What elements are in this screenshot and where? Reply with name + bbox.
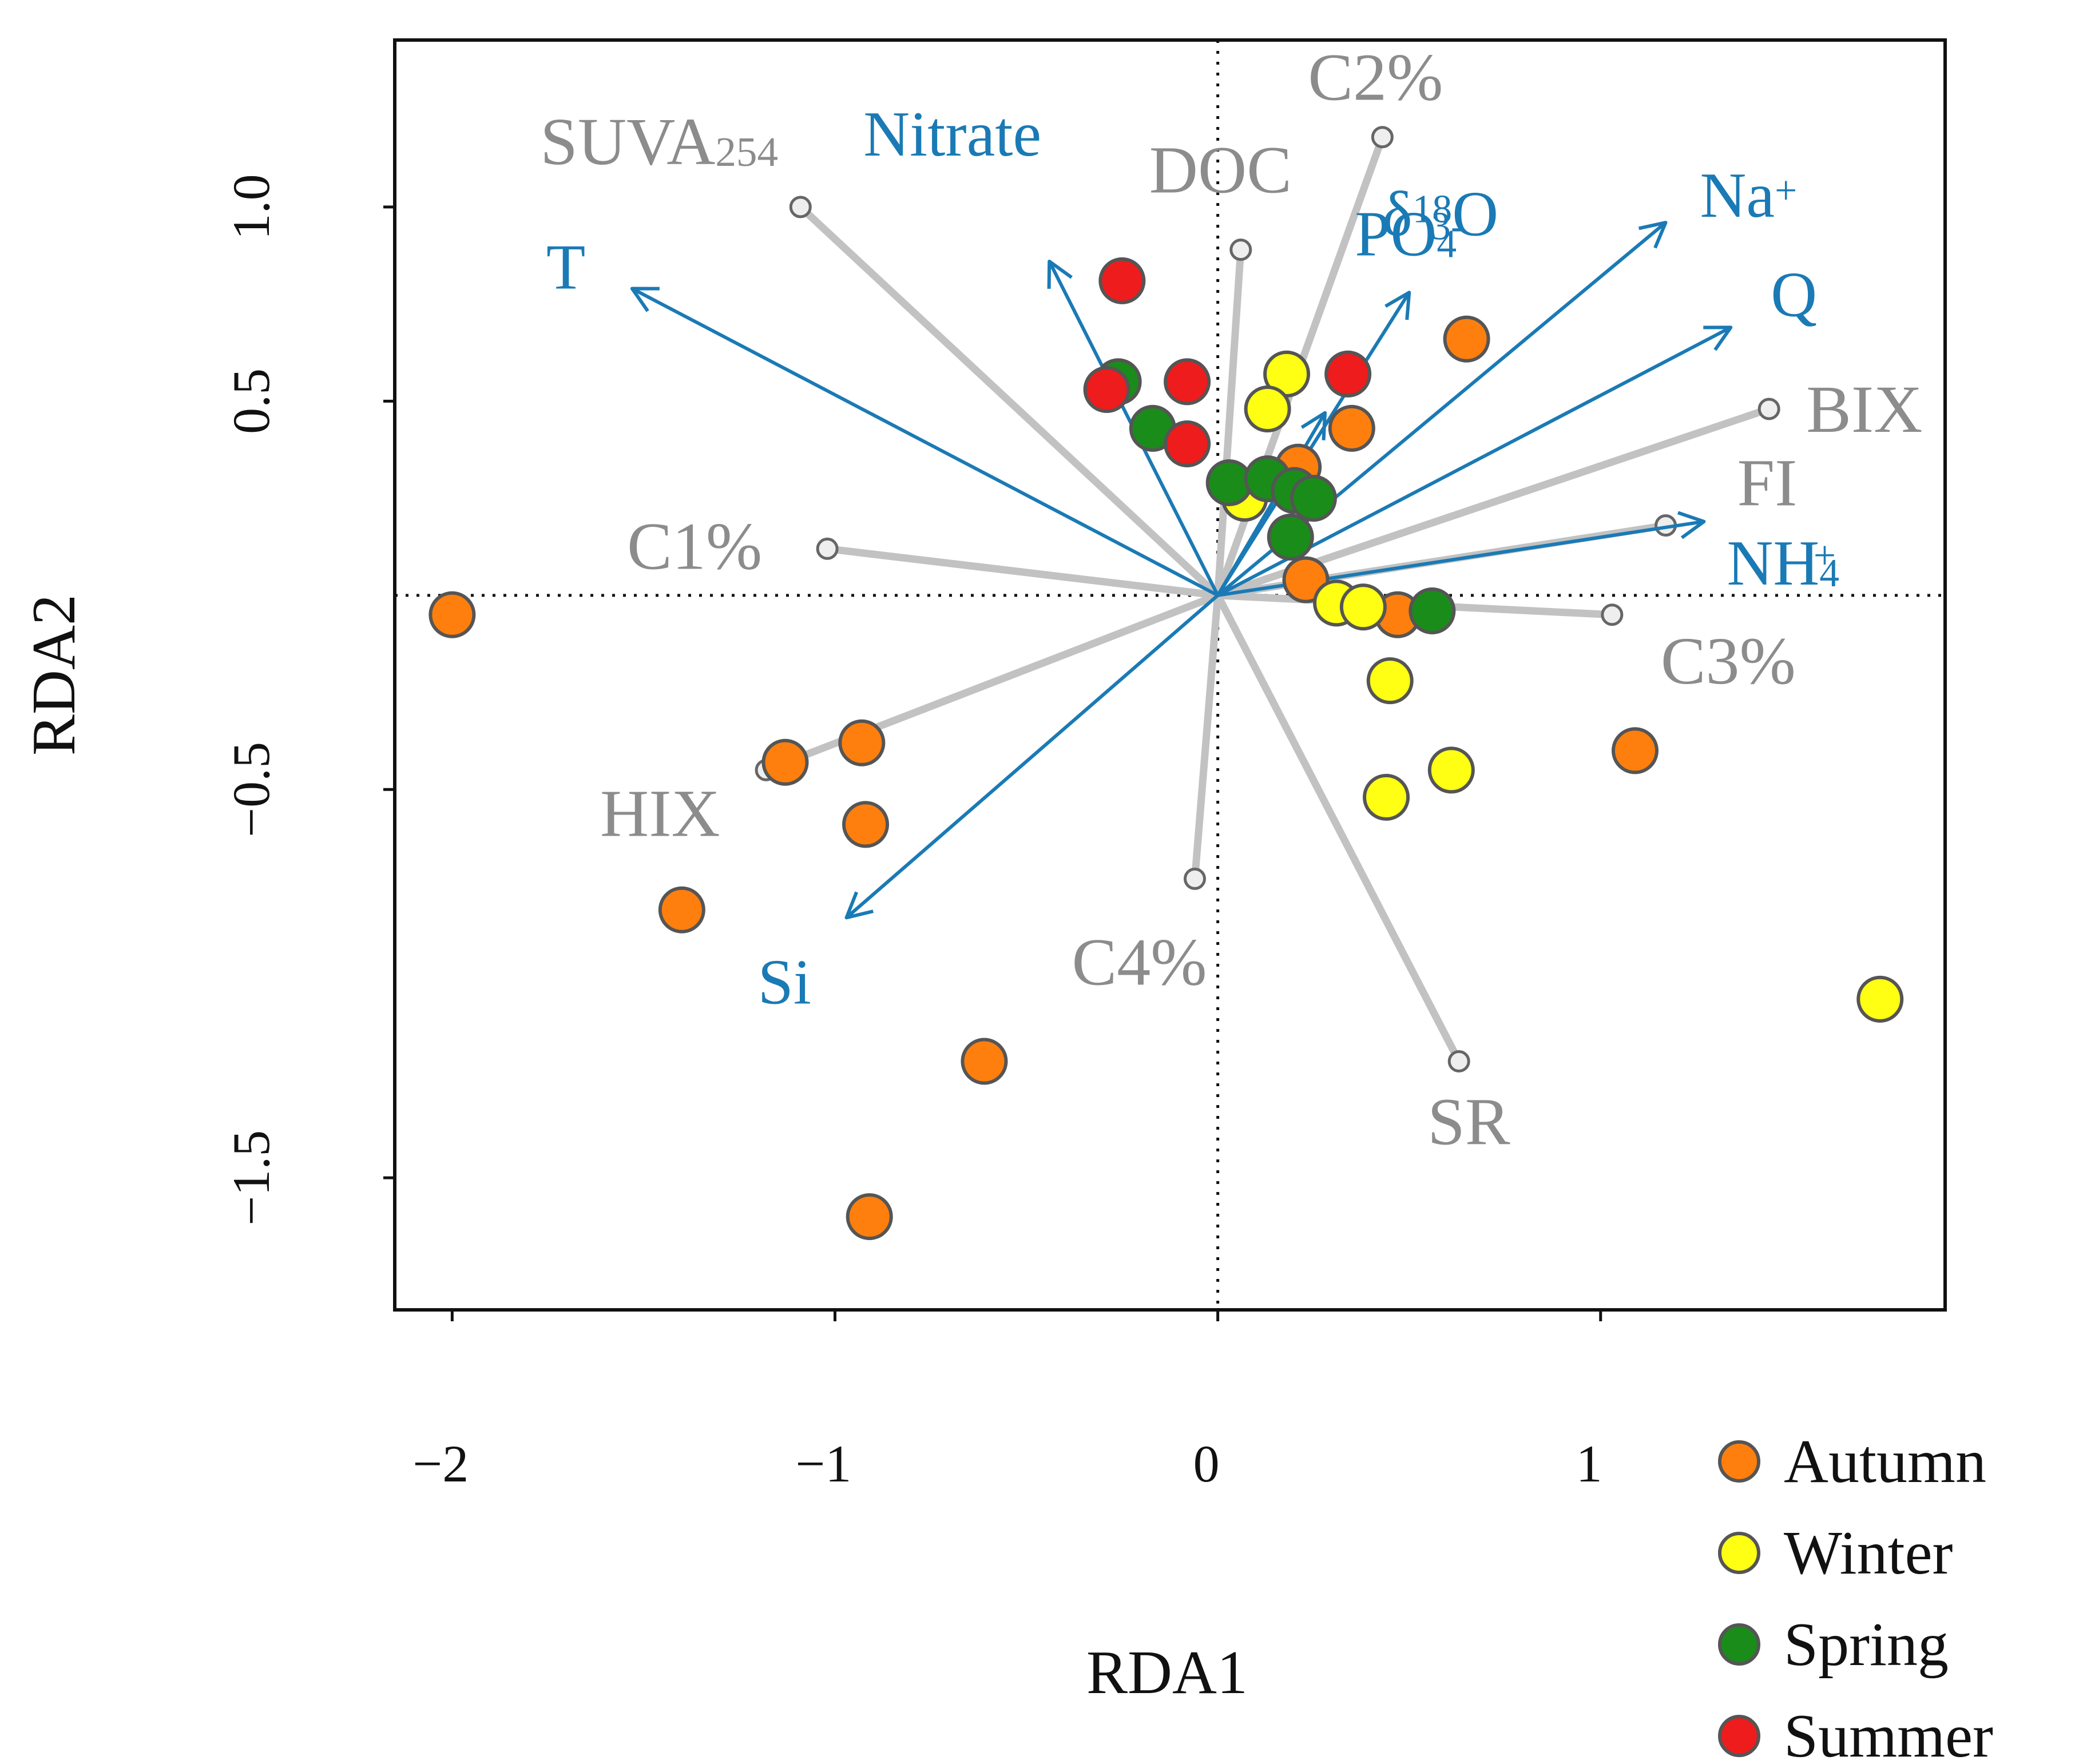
explanatory-vector-arrowhead (630, 287, 660, 312)
point-autumn (838, 719, 886, 766)
x-axis: −2 −1 0 1 (412, 1310, 1602, 1493)
response-label-bix: BIX (1806, 372, 1922, 447)
point-summer (1098, 257, 1146, 304)
explanatory-vector-arrowhead (1384, 291, 1411, 320)
response-vector-tip (1183, 867, 1206, 890)
point-autumn (429, 591, 476, 638)
point-autumn (658, 886, 705, 933)
point-winter (1427, 746, 1475, 794)
explanatory-vector-arrowhead (1638, 221, 1668, 249)
explanatory-vector-arrowhead (1047, 259, 1073, 289)
explanatory-label-q: Q (1771, 259, 1817, 330)
y-tick-label: 0.5 (222, 368, 280, 434)
point-spring (1290, 475, 1337, 522)
point-summer (1083, 366, 1130, 414)
explanatory-vectors (630, 221, 1733, 920)
point-autumn (761, 738, 809, 786)
point-summer (1324, 350, 1372, 398)
response-label-sr: SR (1427, 1084, 1510, 1159)
legend-label-spring: Spring (1784, 1611, 1949, 1679)
point-summer (1164, 358, 1211, 406)
point-autumn (842, 801, 890, 848)
explanatory-label-po: PO43- (1355, 198, 1464, 269)
explanatory-label-na: Na+ (1700, 160, 1798, 231)
response-vector-tip (1601, 603, 1624, 626)
explanatory-label-nitrate: Nitrate (863, 99, 1041, 170)
y-axis: 1.0 0.5 −0.5 −1.5 (222, 174, 395, 1226)
legend-swatch-winter (1718, 1532, 1760, 1574)
point-autumn (1328, 404, 1375, 452)
point-winter (1856, 975, 1904, 1023)
explanatory-vector-arrowhead (844, 891, 874, 920)
legend-label-autumn: Autumn (1784, 1428, 1986, 1496)
point-winter (1363, 773, 1410, 821)
response-vector-line (1214, 591, 1463, 1066)
x-tick-label: 1 (1576, 1435, 1602, 1493)
legend-swatch-summer (1718, 1715, 1760, 1757)
legend-swatch-autumn (1718, 1440, 1760, 1483)
response-vector-tip (1447, 1050, 1470, 1073)
explanatory-vector-line (631, 287, 1219, 597)
point-autumn (961, 1038, 1008, 1085)
point-winter (1244, 385, 1291, 432)
x-tick-label: −1 (796, 1435, 852, 1493)
explanatory-vector-line (1216, 291, 1411, 597)
response-label-c4-pct: C4% (1072, 924, 1207, 999)
response-vector-line (823, 545, 1222, 599)
legend-label-summer: Summer (1784, 1702, 1993, 1764)
response-vector-tip (1229, 239, 1252, 261)
response-label-c2-pct: C2% (1308, 40, 1443, 115)
explanatory-vector-arrowhead (1300, 411, 1327, 440)
explanatory-vector-arrowhead (1703, 325, 1733, 351)
response-label-fi: FI (1737, 446, 1798, 521)
response-vector-line (1191, 591, 1222, 883)
y-axis-title: RDA2 (20, 594, 88, 756)
explanatory-vector-line (845, 594, 1219, 919)
response-label-hix: HIX (600, 776, 720, 851)
explanatory-label-t: T (546, 232, 585, 303)
response-label-c1-pct: C1% (627, 508, 762, 583)
plot-frame (393, 38, 1947, 1312)
response-vector-tip (1757, 398, 1780, 420)
y-tick-label: 1.0 (222, 174, 280, 240)
response-label-suva: SUVA254 (540, 104, 778, 179)
point-spring (1267, 513, 1314, 561)
x-axis-title: RDA1 (1086, 1639, 1248, 1707)
response-vector-line (796, 203, 1222, 599)
response-vector-tip (789, 196, 812, 218)
explanatory-label-nh: NH4+ (1727, 528, 1839, 599)
x-tick-label: 0 (1193, 1435, 1220, 1493)
legend-label-winter: Winter (1784, 1519, 1953, 1587)
data-points (429, 257, 1904, 1241)
explanatory-label-si: Si (758, 947, 811, 1018)
response-vectors (755, 126, 1780, 1073)
legend-swatch-spring (1718, 1623, 1760, 1666)
point-autumn (846, 1193, 893, 1241)
point-summer (1164, 420, 1211, 468)
point-autumn (1443, 315, 1490, 363)
point-autumn (1612, 727, 1659, 774)
response-label-c3-pct: C3% (1661, 623, 1796, 698)
point-spring (1409, 587, 1456, 634)
legend: Autumn Winter Spring Summer (1718, 1428, 1993, 1764)
point-winter (1339, 583, 1387, 631)
response-vector-line (1214, 246, 1245, 599)
explanatory-label-delta18o: δ18O (1382, 179, 1498, 250)
explanatory-vector-line (1216, 412, 1327, 597)
response-vector-tip (1371, 126, 1394, 149)
x-tick-label: −2 (412, 1435, 469, 1493)
y-tick-label: −0.5 (222, 742, 280, 837)
y-tick-label: −1.5 (222, 1130, 280, 1226)
point-winter (1366, 657, 1414, 705)
response-label-doc: DOC (1149, 133, 1292, 208)
explanatory-vector-arrowhead (1677, 511, 1706, 539)
response-vector-tip (816, 537, 839, 560)
response-vector-line (762, 591, 1222, 774)
